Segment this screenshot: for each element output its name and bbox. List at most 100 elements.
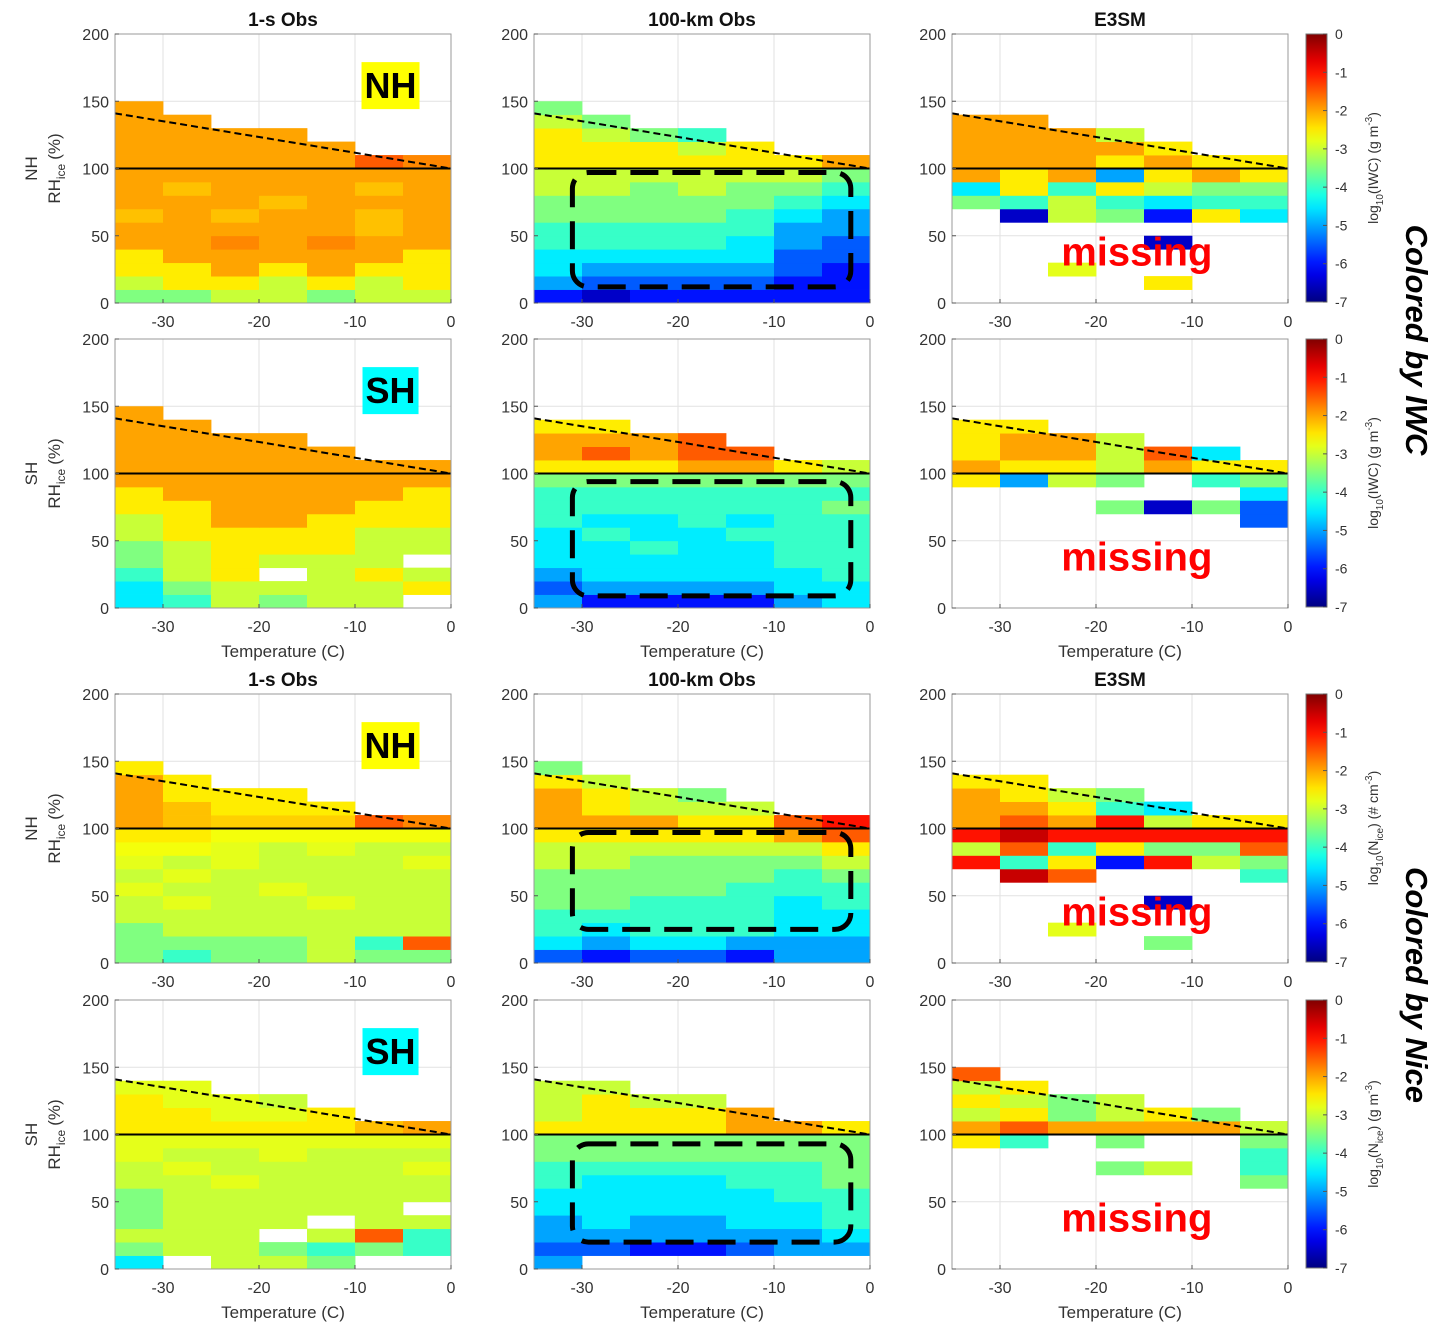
- heatmap-cell: [534, 500, 583, 515]
- heatmap-cell: [355, 1242, 404, 1256]
- highlight-box: [569, 830, 854, 932]
- heatmap-cell: [534, 882, 583, 897]
- colorbar-label-part: 10: [1375, 1158, 1386, 1170]
- heatmap-cell: [163, 922, 212, 937]
- heatmap-cell: [534, 1107, 583, 1122]
- heatmap-cell: [726, 141, 775, 156]
- panel-title: 100-km Obs: [648, 10, 756, 31]
- heatmap-cell: [534, 289, 583, 304]
- heatmap-cell: [630, 1215, 679, 1230]
- heatmap-cell: [774, 1215, 823, 1230]
- heatmap-cell: [822, 289, 871, 304]
- colorbar-label-part: -3: [1364, 1084, 1375, 1093]
- heatmap-cell: [163, 114, 212, 129]
- heatmap-cell: [630, 195, 679, 210]
- heatmap-cell: [163, 1134, 212, 1149]
- heatmap-cell: [726, 208, 775, 223]
- heatmap-cell: [534, 1161, 583, 1176]
- annotation-box: [362, 1028, 419, 1076]
- heatmap-cell: [115, 828, 164, 843]
- y-tick-label: 200: [82, 332, 109, 349]
- heatmap-cell: [211, 1215, 260, 1230]
- heatmap-cell: [307, 276, 356, 290]
- heatmap-cell: [952, 828, 1001, 843]
- heatmap-cell: [726, 1188, 775, 1203]
- colorbar-tick-label: -3: [1335, 446, 1348, 462]
- heatmap-cell: [1000, 460, 1049, 474]
- colorbar: [1305, 33, 1328, 303]
- heatmap-cell: [307, 208, 356, 223]
- heatmap-cell: [678, 949, 727, 964]
- heatmap-cell: [630, 815, 679, 829]
- heatmap-cell: [307, 868, 356, 883]
- heatmap-cell: [726, 1147, 775, 1162]
- heatmap-cell: [163, 1080, 212, 1095]
- heatmap-cell: [403, 235, 452, 250]
- heatmap-cell: [678, 1201, 727, 1216]
- x-tick-label: -10: [1180, 619, 1203, 636]
- colorbar-tick-label: -2: [1335, 103, 1348, 119]
- x-tick-label: -20: [666, 1280, 689, 1297]
- heatmap-cell: [163, 1188, 212, 1203]
- heatmap-cell: [952, 801, 1001, 816]
- heatmap-cell: [630, 567, 679, 582]
- y-tick-label: 0: [519, 601, 528, 618]
- y-axis-unit: (%): [45, 133, 64, 159]
- heatmap-cell: [822, 815, 871, 829]
- heatmap-cell: [534, 828, 583, 843]
- heatmap-cell: [822, 486, 871, 501]
- heatmap-cell: [534, 208, 583, 223]
- y-axis-region: NH: [22, 156, 41, 181]
- heatmap-cell: [582, 195, 631, 210]
- heatmap-cell: [774, 1228, 823, 1243]
- heatmap-cell: [534, 1201, 583, 1216]
- heatmap-cell: [403, 581, 452, 595]
- colorbar-label-part: -3: [1364, 116, 1375, 125]
- y-axis-label: RHice (%): [45, 793, 68, 863]
- heatmap-cell: [403, 540, 452, 555]
- heatmap-cell: [1048, 168, 1097, 183]
- heatmap-cell: [822, 181, 871, 196]
- heatmap-cell: [163, 262, 212, 277]
- colorbar-tick-label: -6: [1335, 256, 1348, 272]
- heatmap-cell: [582, 581, 631, 595]
- colorbar-tick-label: -4: [1335, 179, 1348, 195]
- annotation: SH: [366, 370, 416, 411]
- colorbar-label-part: (N: [1365, 1143, 1381, 1158]
- heatmap-cell: [630, 446, 679, 461]
- annotation-box: [361, 62, 420, 110]
- heatmap-cell: [211, 168, 260, 183]
- heatmap-cell: [534, 1094, 583, 1108]
- heatmap-cell: [774, 567, 823, 582]
- heatmap-cell: [307, 222, 356, 237]
- heatmap-cell: [774, 554, 823, 569]
- colorbar-label: log10(Nice) (g m-3): [1364, 1080, 1386, 1188]
- heatmap-cell: [774, 895, 823, 910]
- heatmap-cell: [630, 235, 679, 250]
- x-tick-label: -10: [343, 974, 366, 991]
- heatmap-cell: [952, 195, 1001, 210]
- y-tick-label: 0: [100, 1262, 109, 1279]
- y-axis-label: RHice (%): [45, 133, 68, 203]
- heatmap-cell: [115, 433, 164, 447]
- heatmap-cell: [678, 1107, 727, 1122]
- heatmap-cell: [678, 1188, 727, 1203]
- heatmap-cell: [582, 815, 631, 829]
- heatmap-cell: [582, 841, 631, 856]
- heatmap-cell: [259, 208, 308, 223]
- heatmap-cell: [630, 527, 679, 542]
- y-tick-label: 200: [82, 27, 109, 44]
- heatmap-cell: [582, 155, 631, 169]
- y-tick-label: 0: [100, 956, 109, 973]
- heatmap-cell: [403, 1161, 452, 1176]
- colorbar-label-part: 10: [1375, 855, 1386, 867]
- heatmap-cell: [1144, 801, 1193, 816]
- annotation: NH: [365, 65, 417, 106]
- heatmap-cell: [1096, 841, 1145, 856]
- heatmap-cell: [115, 1242, 164, 1256]
- heatmap-cell: [403, 1228, 452, 1243]
- heatmap-cell: [211, 1161, 260, 1176]
- side-label: Colored by IWC: [1399, 225, 1434, 456]
- heatmap-cell: [355, 1201, 404, 1216]
- heatmap-cell: [259, 1161, 308, 1176]
